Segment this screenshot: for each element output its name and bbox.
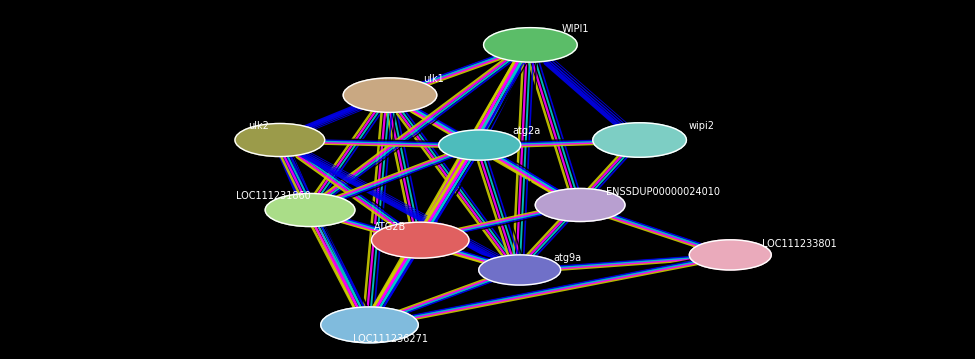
Text: atg9a: atg9a: [554, 253, 581, 263]
Text: WIPI1: WIPI1: [562, 24, 589, 34]
Text: ENSSDUP00000024010: ENSSDUP00000024010: [606, 187, 720, 197]
Text: LOC111236271: LOC111236271: [353, 334, 427, 344]
Text: ulk2: ulk2: [248, 121, 269, 131]
Circle shape: [535, 188, 625, 222]
Circle shape: [439, 130, 521, 160]
Text: ulk1: ulk1: [423, 74, 445, 84]
Text: LOC111233801: LOC111233801: [762, 239, 837, 249]
Circle shape: [484, 28, 577, 62]
Circle shape: [343, 78, 437, 112]
Circle shape: [593, 123, 686, 157]
Circle shape: [265, 194, 355, 227]
Circle shape: [479, 255, 561, 285]
Text: ATG2B: ATG2B: [373, 222, 407, 232]
Circle shape: [235, 123, 325, 157]
Circle shape: [689, 240, 771, 270]
Text: atg2a: atg2a: [513, 126, 540, 136]
Text: wipi2: wipi2: [689, 121, 715, 131]
Text: LOC111231860: LOC111231860: [236, 191, 310, 201]
Circle shape: [321, 307, 418, 343]
Circle shape: [371, 222, 469, 258]
